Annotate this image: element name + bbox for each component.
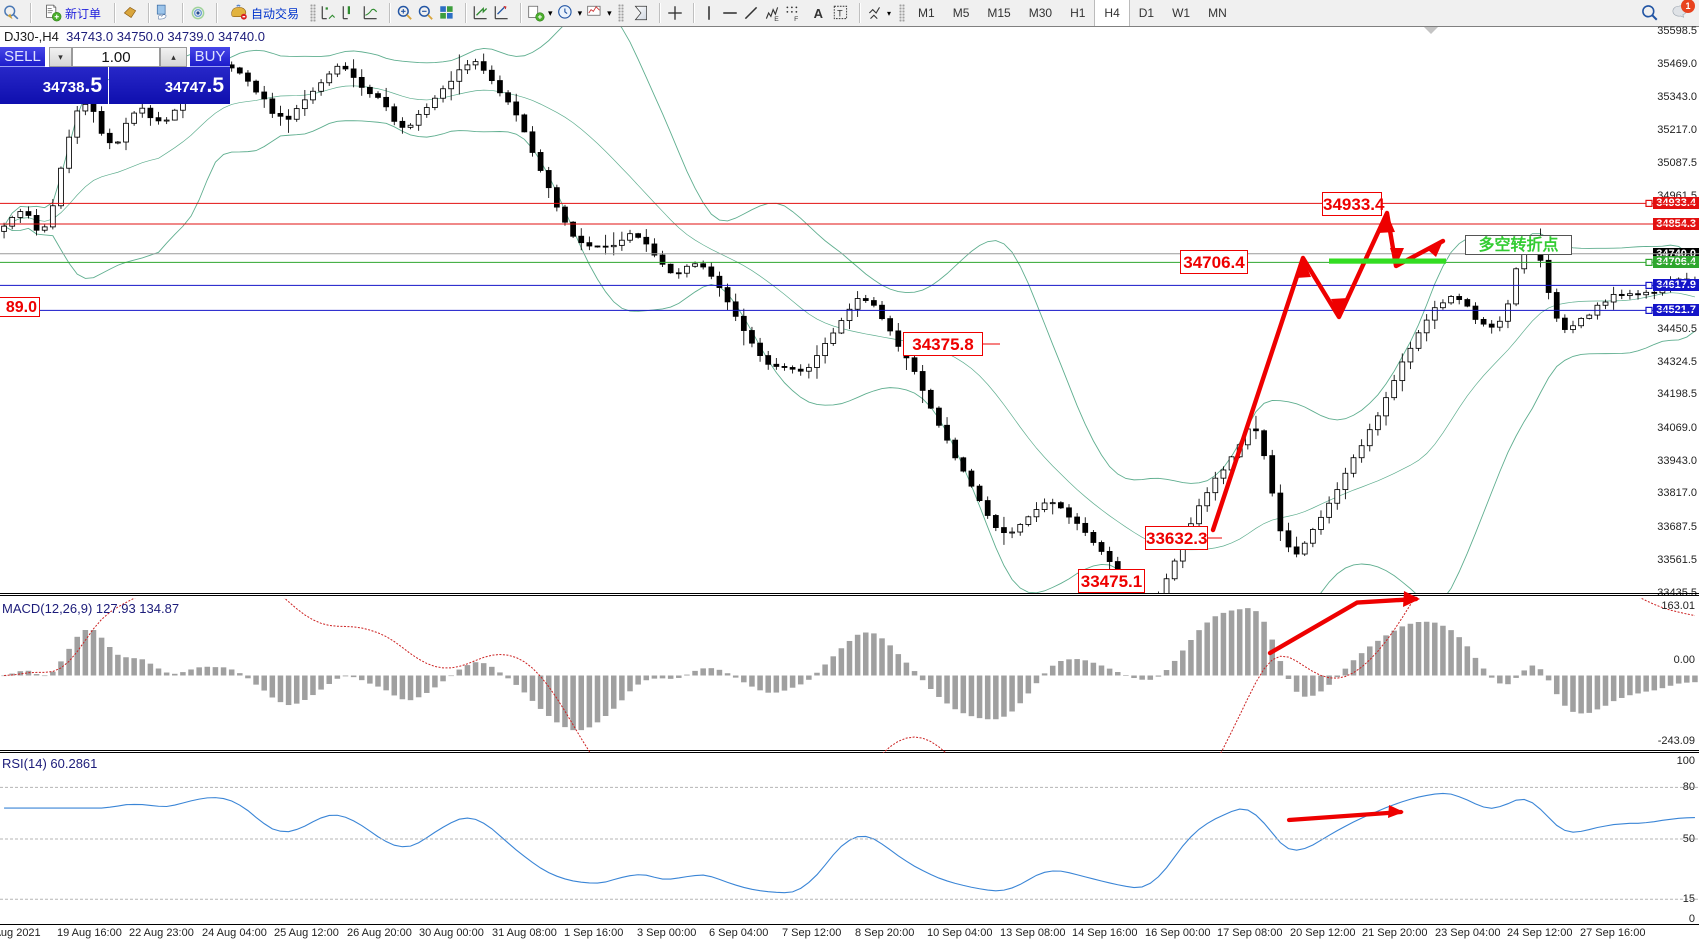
svg-text:E: E <box>774 16 779 22</box>
svg-text:F: F <box>794 16 798 22</box>
svg-text:T: T <box>837 8 843 18</box>
